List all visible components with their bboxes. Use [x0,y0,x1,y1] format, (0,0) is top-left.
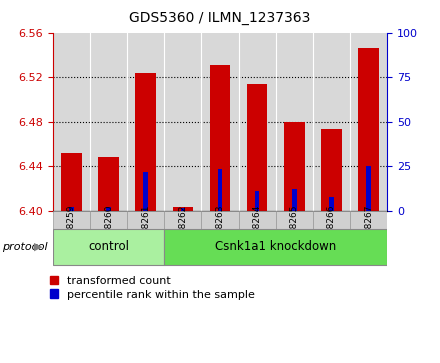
Bar [136,73,156,211]
FancyBboxPatch shape [53,211,90,260]
FancyBboxPatch shape [276,211,313,260]
Text: ▶: ▶ [34,242,42,252]
Text: GSM1278262: GSM1278262 [178,205,187,265]
Bar [180,208,185,211]
Bar [367,166,371,211]
Bar [106,207,111,211]
Text: GSM1278261: GSM1278261 [141,205,150,265]
Text: GSM1278266: GSM1278266 [327,205,336,265]
Text: control: control [88,240,129,253]
FancyBboxPatch shape [350,211,387,260]
FancyBboxPatch shape [164,211,202,260]
FancyBboxPatch shape [164,229,387,265]
Text: GDS5360 / ILMN_1237363: GDS5360 / ILMN_1237363 [129,11,311,25]
Bar [69,207,73,211]
Text: GSM1278267: GSM1278267 [364,205,373,265]
FancyBboxPatch shape [202,211,238,260]
FancyBboxPatch shape [313,211,350,260]
Bar [329,197,334,211]
FancyBboxPatch shape [90,211,127,260]
Bar [143,172,148,211]
Bar [172,207,193,211]
Text: protocol: protocol [2,242,48,252]
Bar [255,191,260,211]
Bar [218,170,222,211]
Bar [284,122,304,211]
Bar [321,129,342,211]
Bar [61,153,81,211]
Text: Csnk1a1 knockdown: Csnk1a1 knockdown [215,240,336,253]
Text: GSM1278260: GSM1278260 [104,205,113,265]
FancyBboxPatch shape [238,211,276,260]
Text: GSM1278264: GSM1278264 [253,205,262,265]
Bar [359,48,379,211]
FancyBboxPatch shape [53,229,164,265]
Text: GSM1278265: GSM1278265 [290,205,299,265]
Text: GSM1278259: GSM1278259 [67,205,76,265]
Bar [247,84,268,211]
Bar [292,189,297,211]
Bar [210,65,230,211]
Text: GSM1278263: GSM1278263 [216,205,224,265]
Legend: transformed count, percentile rank within the sample: transformed count, percentile rank withi… [50,276,255,299]
Bar [98,157,119,211]
FancyBboxPatch shape [127,211,164,260]
